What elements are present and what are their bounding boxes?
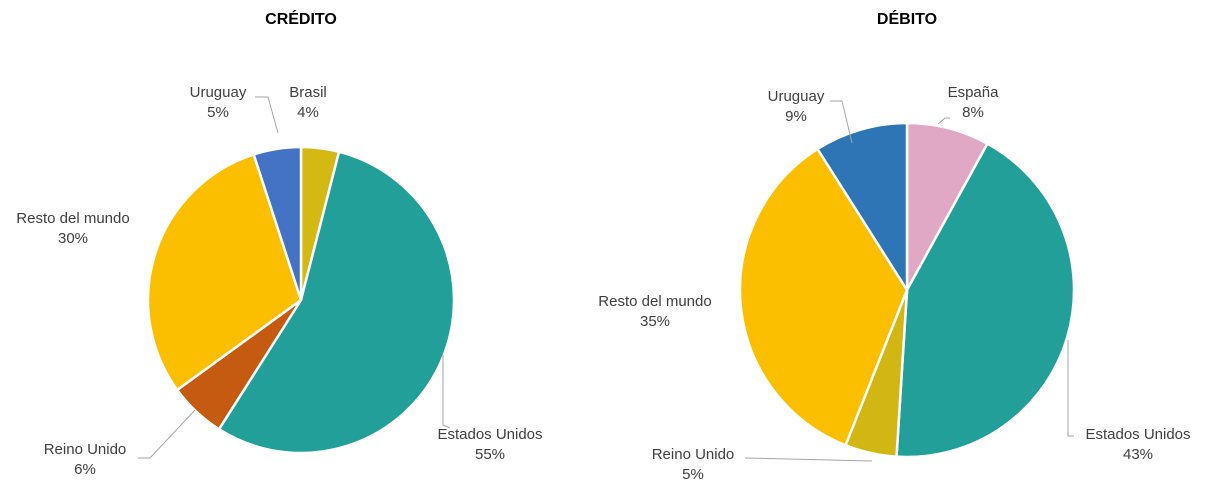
pie-slice [815,121,909,295]
value-label: 6% [74,461,96,478]
value-label: 55% [475,446,505,463]
leader-line [255,96,279,134]
value-label: 35% [640,313,670,330]
value-label: 8% [962,104,984,121]
leader-line [830,100,853,144]
category-label: Resto del mundo [598,293,711,310]
value-label: 5% [207,104,229,121]
value-label: 43% [1123,446,1153,463]
category-label: Reino Unido [652,446,735,463]
leader-line [744,457,873,462]
pie-slice [252,145,303,301]
pie-slice [895,141,1076,459]
category-label: Estados Unidos [1085,426,1190,443]
category-label: Uruguay [190,84,247,101]
pie-slice [146,152,303,392]
leader-line [138,409,196,459]
value-label: 4% [297,104,319,121]
pie-slice [217,150,456,455]
category-label: España [948,84,1000,101]
chart-title: CRÉDITO [265,9,337,28]
value-label: 30% [58,230,88,247]
category-label: Brasil [289,84,327,101]
leader-line [442,355,451,429]
category-label: Estados Unidos [437,426,542,443]
value-label: 5% [682,466,704,483]
value-label: 9% [785,108,807,125]
pie-slice [738,147,909,447]
leader-line [1067,340,1074,437]
category-label: Reino Unido [44,441,127,458]
category-label: Uruguay [768,88,825,105]
chart-title: DÉBITO [877,9,937,28]
category-label: Resto del mundo [16,210,129,227]
leader-line [937,117,950,125]
